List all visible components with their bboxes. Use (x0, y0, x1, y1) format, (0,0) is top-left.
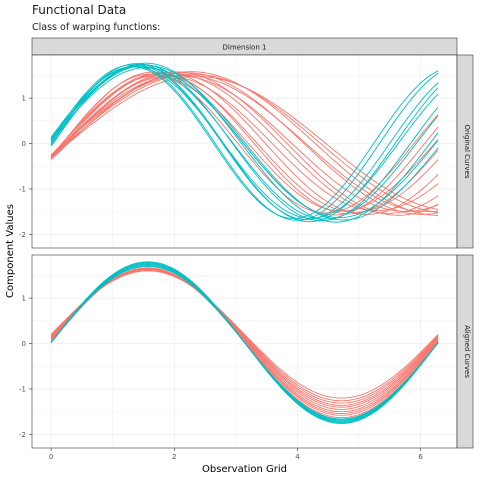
curve-class-2 (50, 64, 439, 222)
y-tick-label: 1 (22, 295, 26, 303)
x-axis: 0 2 4 6 (49, 448, 423, 461)
row-strip-original-label: Original Curves (463, 125, 471, 179)
y-tick-label: -2 (19, 431, 26, 439)
curve-class-1 (50, 75, 439, 212)
column-strip-label: Dimension 1 (223, 44, 267, 52)
row-strip-aligned-background (456, 254, 474, 449)
y-axis-title: Component Values (5, 204, 16, 298)
curve-class-2 (50, 65, 439, 220)
curve-class-2 (50, 261, 439, 424)
curve-class-1 (50, 72, 439, 215)
panel-original-grid (32, 55, 457, 248)
y-tick-label: 1 (22, 95, 26, 103)
x-tick-label: 6 (418, 453, 423, 461)
figure-title: Functional Data (32, 3, 126, 17)
y-tick-label: -1 (19, 385, 26, 393)
curve-class-1 (50, 75, 439, 212)
curve-class-1 (50, 75, 439, 212)
panel-original-curves-group (50, 62, 439, 223)
x-tick-label: 0 (49, 453, 53, 461)
x-tick-label: 4 (295, 453, 300, 461)
y-tick-label: -1 (19, 185, 26, 193)
panel-original-curves: -2 -1 0 1 Original Curves (19, 54, 474, 249)
curve-class-2 (50, 64, 439, 221)
curve-class-1 (50, 72, 439, 215)
panel-original-y-axis: -2 -1 0 1 (19, 95, 32, 239)
x-tick-label: 2 (172, 453, 176, 461)
curve-class-2 (50, 66, 439, 219)
curve-class-1 (50, 73, 439, 214)
x-axis-title: Observation Grid (202, 464, 287, 475)
panel-aligned-y-axis: -2 -1 0 1 (19, 295, 32, 439)
panel-aligned-background (32, 255, 457, 448)
row-strip-original-background (456, 54, 474, 249)
curve-class-1 (50, 270, 439, 399)
y-tick-label: 0 (22, 140, 26, 148)
curve-class-2 (50, 63, 439, 223)
y-tick-label: -2 (19, 231, 26, 239)
y-tick-label: 0 (22, 340, 26, 348)
row-strip-aligned-label: Aligned Curves (463, 325, 471, 378)
curve-class-2 (50, 66, 439, 219)
panel-aligned-curves-group (50, 261, 439, 424)
curve-class-2 (50, 64, 439, 221)
figure-subtitle: Class of warping functions: (32, 22, 160, 33)
panel-aligned-curves: -2 -1 0 1 Aligned Curves (19, 254, 474, 449)
